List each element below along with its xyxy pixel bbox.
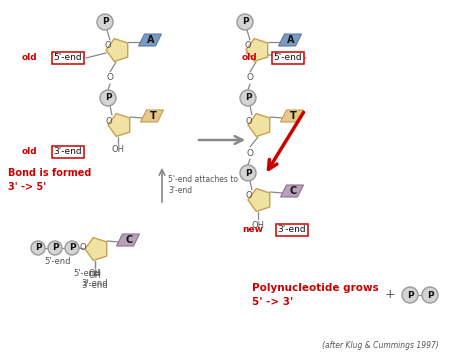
- Polygon shape: [281, 110, 303, 122]
- Text: C: C: [289, 186, 297, 196]
- Text: O: O: [246, 191, 252, 201]
- Text: OH: OH: [89, 269, 101, 279]
- Text: 3'-end: 3'-end: [54, 147, 82, 157]
- Text: P: P: [35, 244, 41, 252]
- Circle shape: [97, 14, 113, 30]
- Text: O: O: [80, 244, 86, 252]
- Text: P: P: [52, 244, 58, 252]
- Circle shape: [237, 14, 253, 30]
- Text: P: P: [245, 93, 251, 103]
- Text: old: old: [242, 54, 258, 62]
- Polygon shape: [140, 110, 164, 122]
- Text: OH: OH: [252, 222, 264, 230]
- Text: O: O: [105, 42, 111, 50]
- Text: A: A: [147, 35, 155, 45]
- Text: Bond is formed
3' -> 5': Bond is formed 3' -> 5': [8, 168, 91, 192]
- Circle shape: [240, 90, 256, 106]
- Polygon shape: [106, 39, 128, 61]
- Text: O: O: [246, 73, 254, 82]
- Text: O: O: [106, 116, 112, 126]
- Text: O: O: [246, 148, 254, 158]
- Text: P: P: [102, 17, 109, 27]
- Text: P: P: [407, 290, 413, 300]
- Polygon shape: [281, 185, 303, 197]
- Text: 5'-end: 5'-end: [273, 54, 302, 62]
- Text: 3'-end: 3'-end: [278, 225, 306, 235]
- Circle shape: [100, 90, 116, 106]
- Text: 5'-end: 5'-end: [54, 54, 82, 62]
- Text: Polynucleotide grows
5' -> 3': Polynucleotide grows 5' -> 3': [252, 283, 379, 307]
- Polygon shape: [138, 34, 162, 46]
- Text: new: new: [242, 225, 263, 235]
- Polygon shape: [248, 189, 270, 212]
- Text: 3'-end: 3'-end: [82, 280, 109, 289]
- Circle shape: [422, 287, 438, 303]
- Text: O: O: [246, 116, 252, 126]
- Polygon shape: [248, 114, 270, 136]
- Circle shape: [240, 165, 256, 181]
- Polygon shape: [85, 237, 107, 261]
- Text: 3'-end: 3'-end: [82, 279, 109, 289]
- Text: T: T: [150, 111, 156, 121]
- Polygon shape: [279, 34, 301, 46]
- Polygon shape: [117, 234, 139, 246]
- Text: O: O: [107, 73, 113, 82]
- Text: O: O: [245, 42, 251, 50]
- Text: P: P: [427, 290, 433, 300]
- Text: old: old: [22, 54, 37, 62]
- Circle shape: [65, 241, 79, 255]
- Text: +: +: [385, 289, 395, 301]
- Circle shape: [31, 241, 45, 255]
- Text: 5'-end attaches to
3'-end: 5'-end attaches to 3'-end: [168, 175, 238, 195]
- Text: 5'-end: 5'-end: [74, 269, 100, 279]
- Text: T: T: [290, 111, 296, 121]
- Text: OH: OH: [89, 271, 101, 279]
- Text: (after Klug & Cummings 1997): (after Klug & Cummings 1997): [321, 340, 438, 350]
- Polygon shape: [108, 114, 130, 136]
- Text: P: P: [105, 93, 111, 103]
- Text: C: C: [126, 235, 133, 245]
- Text: 5'-end: 5'-end: [45, 257, 71, 267]
- Circle shape: [402, 287, 418, 303]
- Text: P: P: [69, 244, 75, 252]
- Polygon shape: [246, 39, 268, 61]
- Text: A: A: [287, 35, 295, 45]
- Text: P: P: [242, 17, 248, 27]
- Text: P: P: [245, 169, 251, 178]
- Circle shape: [48, 241, 62, 255]
- Text: OH: OH: [111, 146, 125, 154]
- Text: old: old: [22, 147, 37, 157]
